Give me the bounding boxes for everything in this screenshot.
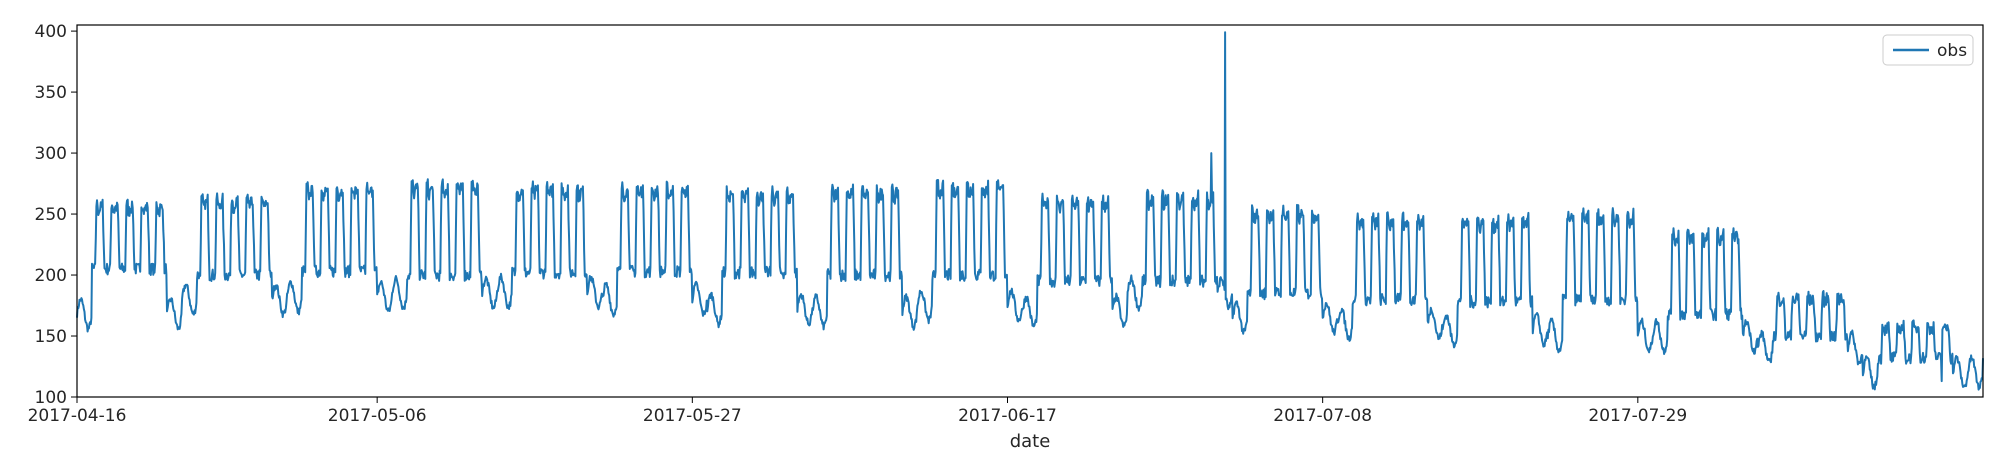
- y-tick-label: 100: [35, 388, 67, 408]
- x-tick-label: 2017-06-17: [958, 406, 1057, 426]
- y-tick-label: 300: [35, 144, 67, 164]
- x-tick-label: 2017-07-08: [1273, 406, 1372, 426]
- y-tick-label: 400: [35, 22, 67, 42]
- axes-frame: [76, 24, 1984, 398]
- y-tick-label: 150: [35, 327, 67, 347]
- x-axis-label: date: [1010, 431, 1051, 452]
- y-tick-label: 250: [35, 205, 67, 225]
- legend-entry-obs: obs: [1937, 41, 1967, 61]
- x-axis: 2017-04-16 2017-05-06 2017-05-27 2017-06-17…: [28, 397, 1687, 426]
- x-tick-label: 2017-05-06: [328, 406, 427, 426]
- x-tick-label: 2017-05-27: [643, 406, 742, 426]
- y-tick-label: 350: [35, 83, 67, 103]
- x-tick-label: 2017-07-29: [1588, 406, 1687, 426]
- y-tick-label: 200: [35, 266, 67, 286]
- plot-area: [76, 31, 1984, 391]
- series-line-obs: [76, 31, 1984, 391]
- x-tick-label: 2017-04-16: [28, 406, 127, 426]
- y-axis: 100 150 200 250 300 350 400: [35, 22, 77, 408]
- legend: obs: [1882, 34, 1974, 66]
